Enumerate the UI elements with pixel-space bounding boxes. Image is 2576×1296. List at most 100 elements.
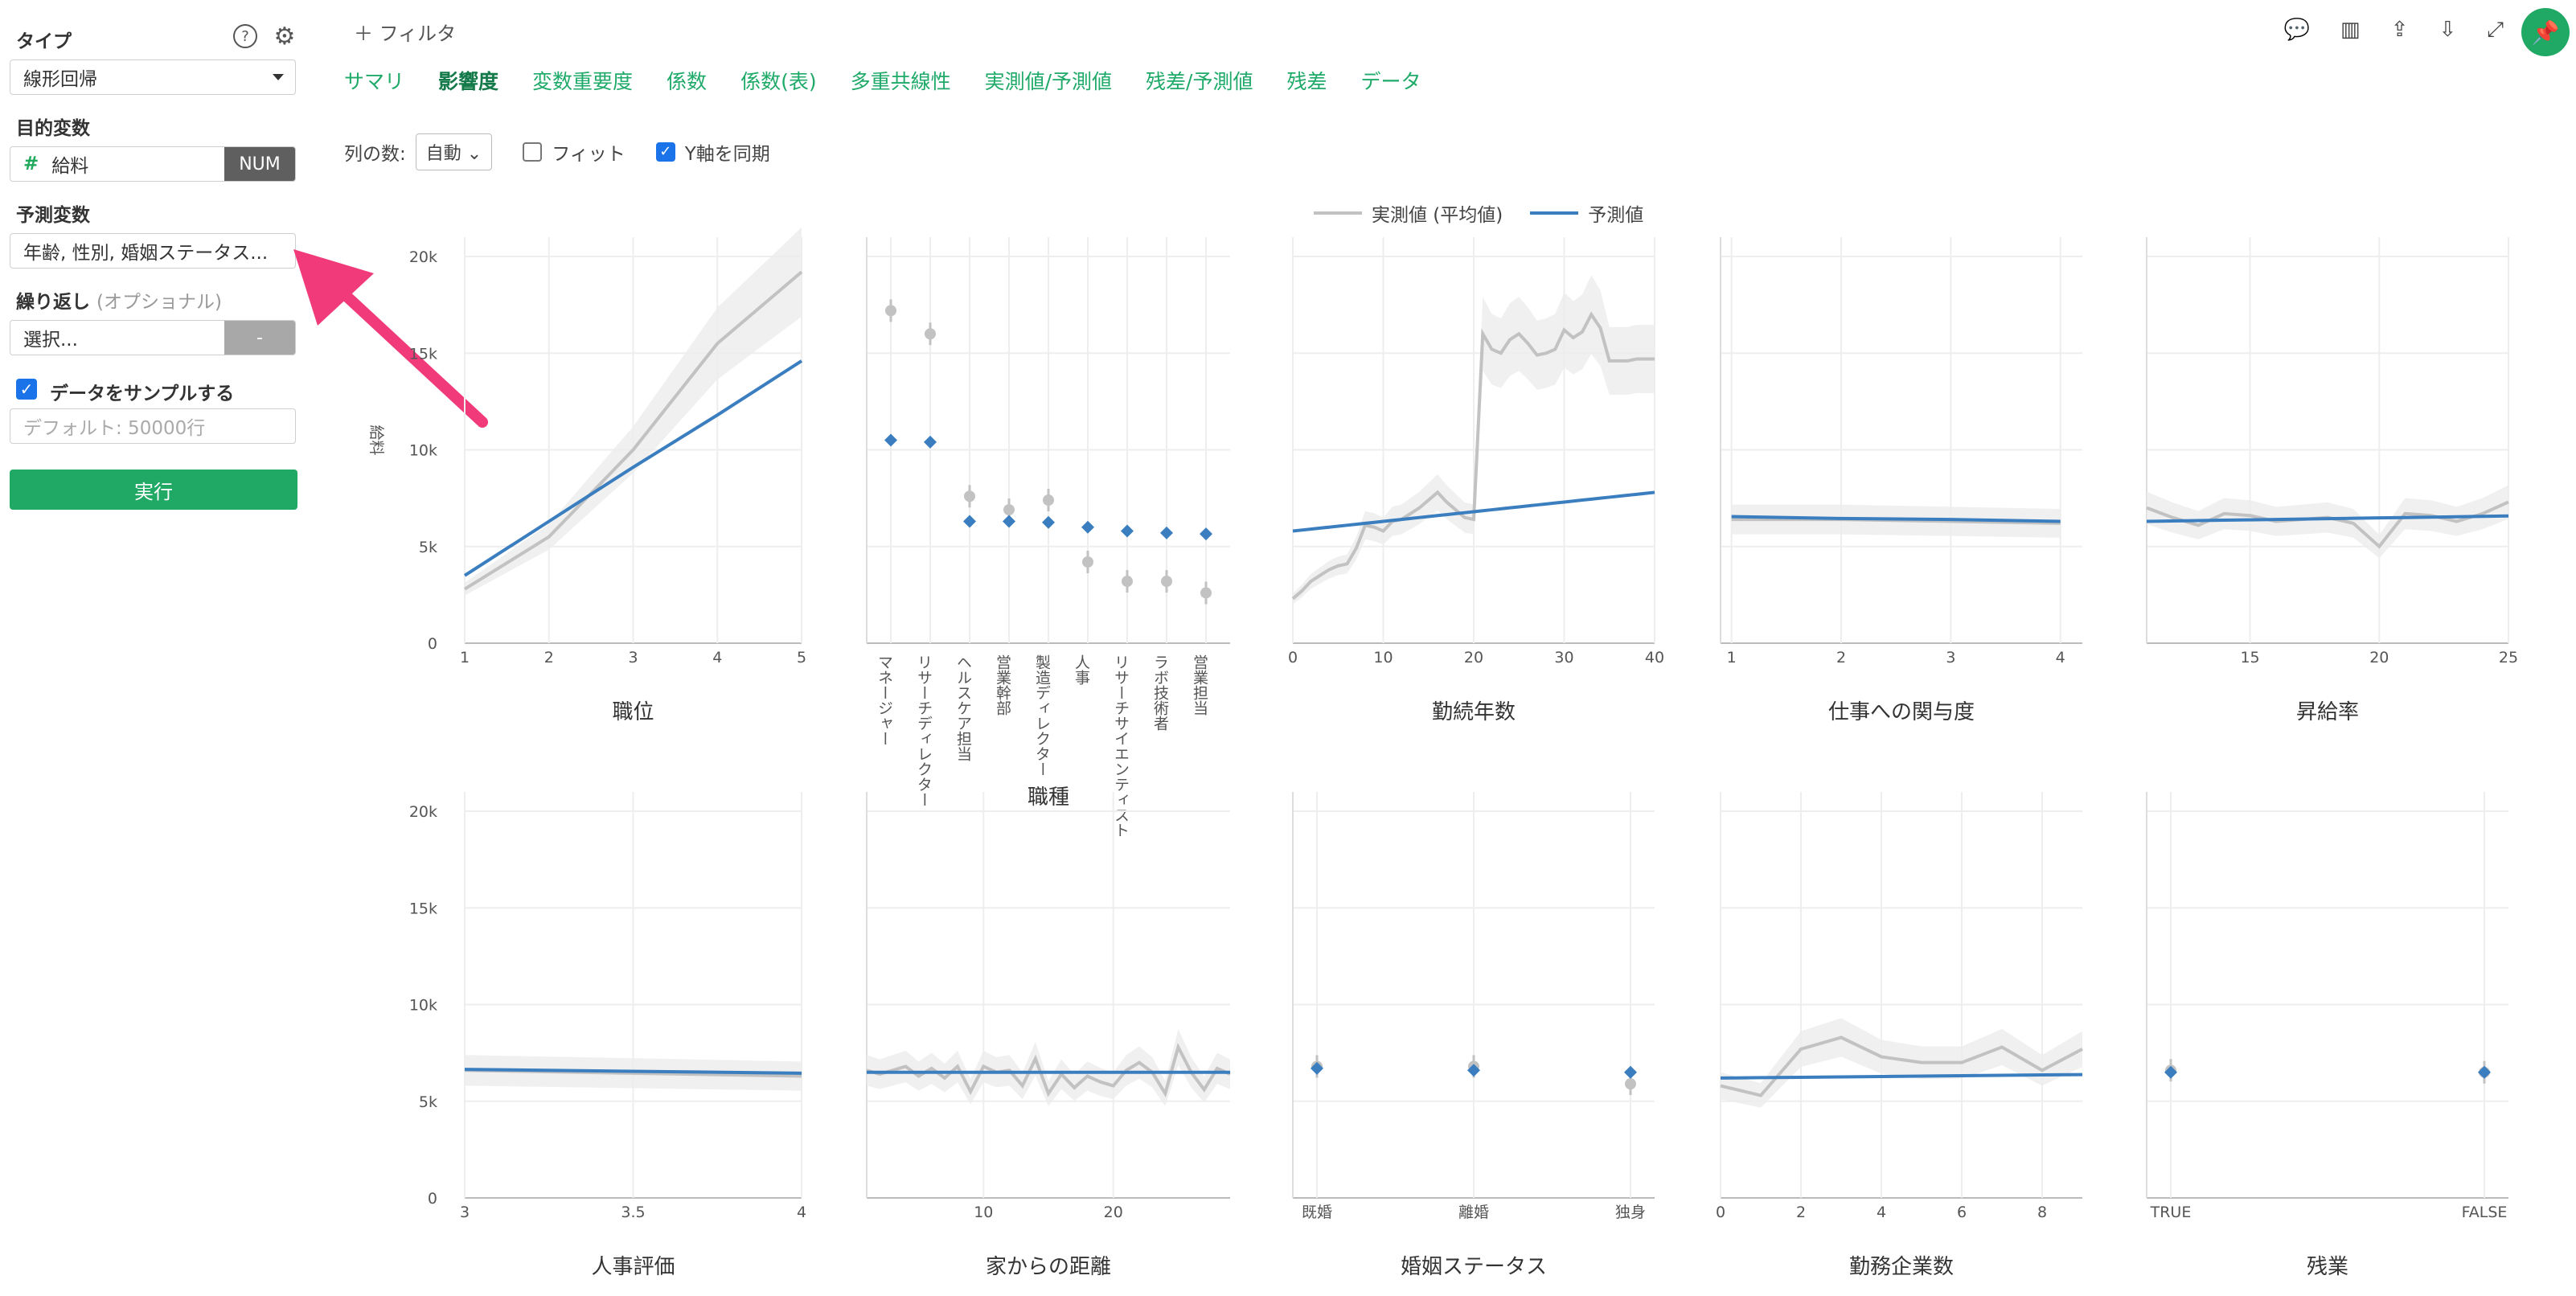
predicted-point xyxy=(2478,1065,2491,1079)
type-badge: NUM xyxy=(224,147,295,181)
tab-9[interactable]: データ xyxy=(1360,70,1421,93)
x-tick-label: ラボ技術者 xyxy=(1151,654,1169,731)
plot-title: 勤務企業数 xyxy=(1849,1255,1954,1279)
x-tick-label: 10 xyxy=(974,1204,993,1221)
x-tick-label: 独身 xyxy=(1615,1204,1646,1221)
predicted-point xyxy=(1003,515,1015,528)
type-select[interactable]: 線形回帰 xyxy=(10,59,296,95)
x-tick-label: ヘルスケア担当 xyxy=(954,654,972,761)
download-icon[interactable]: ⇩ xyxy=(2439,18,2457,42)
x-tick-label: 離婚 xyxy=(1458,1204,1489,1221)
x-tick-label: 2 xyxy=(1796,1204,1806,1221)
type-select-value: 線形回帰 xyxy=(23,69,97,90)
predictor-value: 年齢, 性別, 婚姻ステータス... xyxy=(23,243,269,264)
repeat-label-text: 繰り返し xyxy=(16,292,90,313)
sample-placeholder: デフォルト: 50000行 xyxy=(23,418,206,439)
run-button[interactable]: 実行 xyxy=(10,470,297,510)
plot-9: TRUE FALSE 残業 xyxy=(2146,792,2508,1279)
x-tick-label: 8 xyxy=(2037,1204,2047,1221)
plot-title: 家からの距離 xyxy=(986,1255,1111,1279)
y-axis-label: 給料 xyxy=(367,424,385,455)
x-tick-label: 4 xyxy=(712,649,722,666)
x-tick-label: 0 xyxy=(1716,1204,1725,1221)
filter-label: フィルタ xyxy=(379,23,457,45)
chart-icon[interactable]: ▥ xyxy=(2340,18,2361,42)
gear-icon[interactable]: ⚙ xyxy=(273,22,296,51)
predicted-point xyxy=(1624,1065,1637,1079)
x-tick-label: 2 xyxy=(544,649,554,666)
tab-8[interactable]: 残差 xyxy=(1286,70,1327,93)
plot-4: 15 20 25 昇給率 xyxy=(2146,237,2518,724)
x-tick-label: 15 xyxy=(2240,649,2259,666)
sync-y-checkbox[interactable]: ✓ xyxy=(655,142,675,162)
columns-label: 列の数: xyxy=(344,144,406,165)
sample-input[interactable]: デフォルト: 50000行 xyxy=(10,408,296,444)
tab-0[interactable]: サマリ xyxy=(344,70,405,93)
expand-icon[interactable]: ⤢ xyxy=(2487,18,2504,42)
predicted-line xyxy=(1731,515,2061,523)
plot-title: 婚姻ステータス xyxy=(1401,1255,1547,1279)
fit-checkbox[interactable] xyxy=(523,142,543,162)
y-tick-label: 5k xyxy=(419,1093,437,1111)
predicted-point xyxy=(1121,524,1134,538)
filter-button[interactable]: ＋ フィルタ xyxy=(354,18,456,46)
predictor-field[interactable]: 年齢, 性別, 婚姻ステータス... xyxy=(10,233,296,269)
x-tick-label: 20 xyxy=(1464,649,1483,666)
plot-title: 人事評価 xyxy=(591,1255,675,1279)
comment-icon[interactable]: 💬 xyxy=(2283,18,2311,42)
x-tick-label: 1 xyxy=(460,649,470,666)
x-tick-label: 4 xyxy=(1877,1204,1886,1221)
x-tick-label: 1 xyxy=(1727,649,1737,666)
fit-label: フィット xyxy=(552,144,626,165)
x-tick-label: リサーチサイエンティスト xyxy=(1112,654,1130,838)
repeat-select[interactable]: 選択... - xyxy=(10,320,296,355)
predicted-point xyxy=(1042,515,1055,529)
actual-line xyxy=(1720,1036,2083,1097)
actual-point xyxy=(1082,556,1093,568)
repeat-clear-button[interactable]: - xyxy=(224,321,295,355)
target-field[interactable]: # 給料 NUM xyxy=(10,146,296,182)
x-tick-label: 6 xyxy=(1957,1204,1967,1221)
plot-0: 0 5k 10k 15k 20k 1 2 3 4 5 職位 給料 xyxy=(367,227,806,724)
predicted-point xyxy=(1081,520,1094,534)
x-tick-label: 4 xyxy=(797,1204,806,1221)
toolbar-icons: 💬 ▥ ⇪ ⇩ ⤢ xyxy=(2284,18,2504,43)
predicted-point xyxy=(1467,1064,1480,1077)
y-tick-label: 0 xyxy=(428,635,437,653)
tab-1[interactable]: 影響度 xyxy=(438,70,499,93)
tab-7[interactable]: 残差/予測値 xyxy=(1146,70,1253,93)
actual-point xyxy=(1625,1078,1636,1090)
x-tick-label: 0 xyxy=(1288,649,1298,666)
repeat-label: 繰り返し (オプショナル) xyxy=(16,286,222,314)
x-tick-label: FALSE xyxy=(2462,1204,2508,1221)
tab-2[interactable]: 変数重要度 xyxy=(532,70,634,93)
sample-checkbox[interactable]: ✓ xyxy=(16,379,37,400)
legend-predicted: 予測値 xyxy=(1588,205,1644,226)
plot-6: 10 20 家からの距離 xyxy=(866,792,1231,1279)
tab-6[interactable]: 実測値/予測値 xyxy=(984,70,1113,93)
help-icon[interactable]: ? xyxy=(233,24,257,48)
annotation-arrow xyxy=(293,249,488,428)
legend-actual-swatch xyxy=(1314,211,1362,215)
y-tick-label: 0 xyxy=(428,1190,437,1208)
plot-title: 職位 xyxy=(612,700,654,724)
numeric-icon: # xyxy=(23,154,39,174)
x-tick-label: 20 xyxy=(2369,649,2389,666)
tab-3[interactable]: 係数 xyxy=(667,70,708,93)
x-tick-label: 40 xyxy=(1645,649,1664,666)
repeat-value: 選択... xyxy=(23,330,78,351)
predicted-line xyxy=(1720,1072,2083,1080)
tab-4[interactable]: 係数(表) xyxy=(740,70,817,93)
tab-5[interactable]: 多重共線性 xyxy=(850,70,951,93)
options-bar: 列の数: 自動 ⌄ フィット ✓ Y軸を同期 xyxy=(344,133,770,170)
predicted-point xyxy=(1200,527,1212,541)
x-tick-label: 10 xyxy=(1373,649,1393,666)
x-tick-label: リサーチディレクター xyxy=(915,654,933,807)
legend-predicted-swatch xyxy=(1530,211,1579,215)
x-tick-label: 既婚 xyxy=(1302,1204,1332,1221)
columns-select[interactable]: 自動 ⌄ xyxy=(415,133,493,170)
plot-title: 勤続年数 xyxy=(1432,700,1516,724)
x-tick-label: 営業幹部 xyxy=(994,654,1011,716)
pin-icon[interactable]: 📌 xyxy=(2521,8,2570,56)
upload-icon[interactable]: ⇪ xyxy=(2390,18,2409,42)
